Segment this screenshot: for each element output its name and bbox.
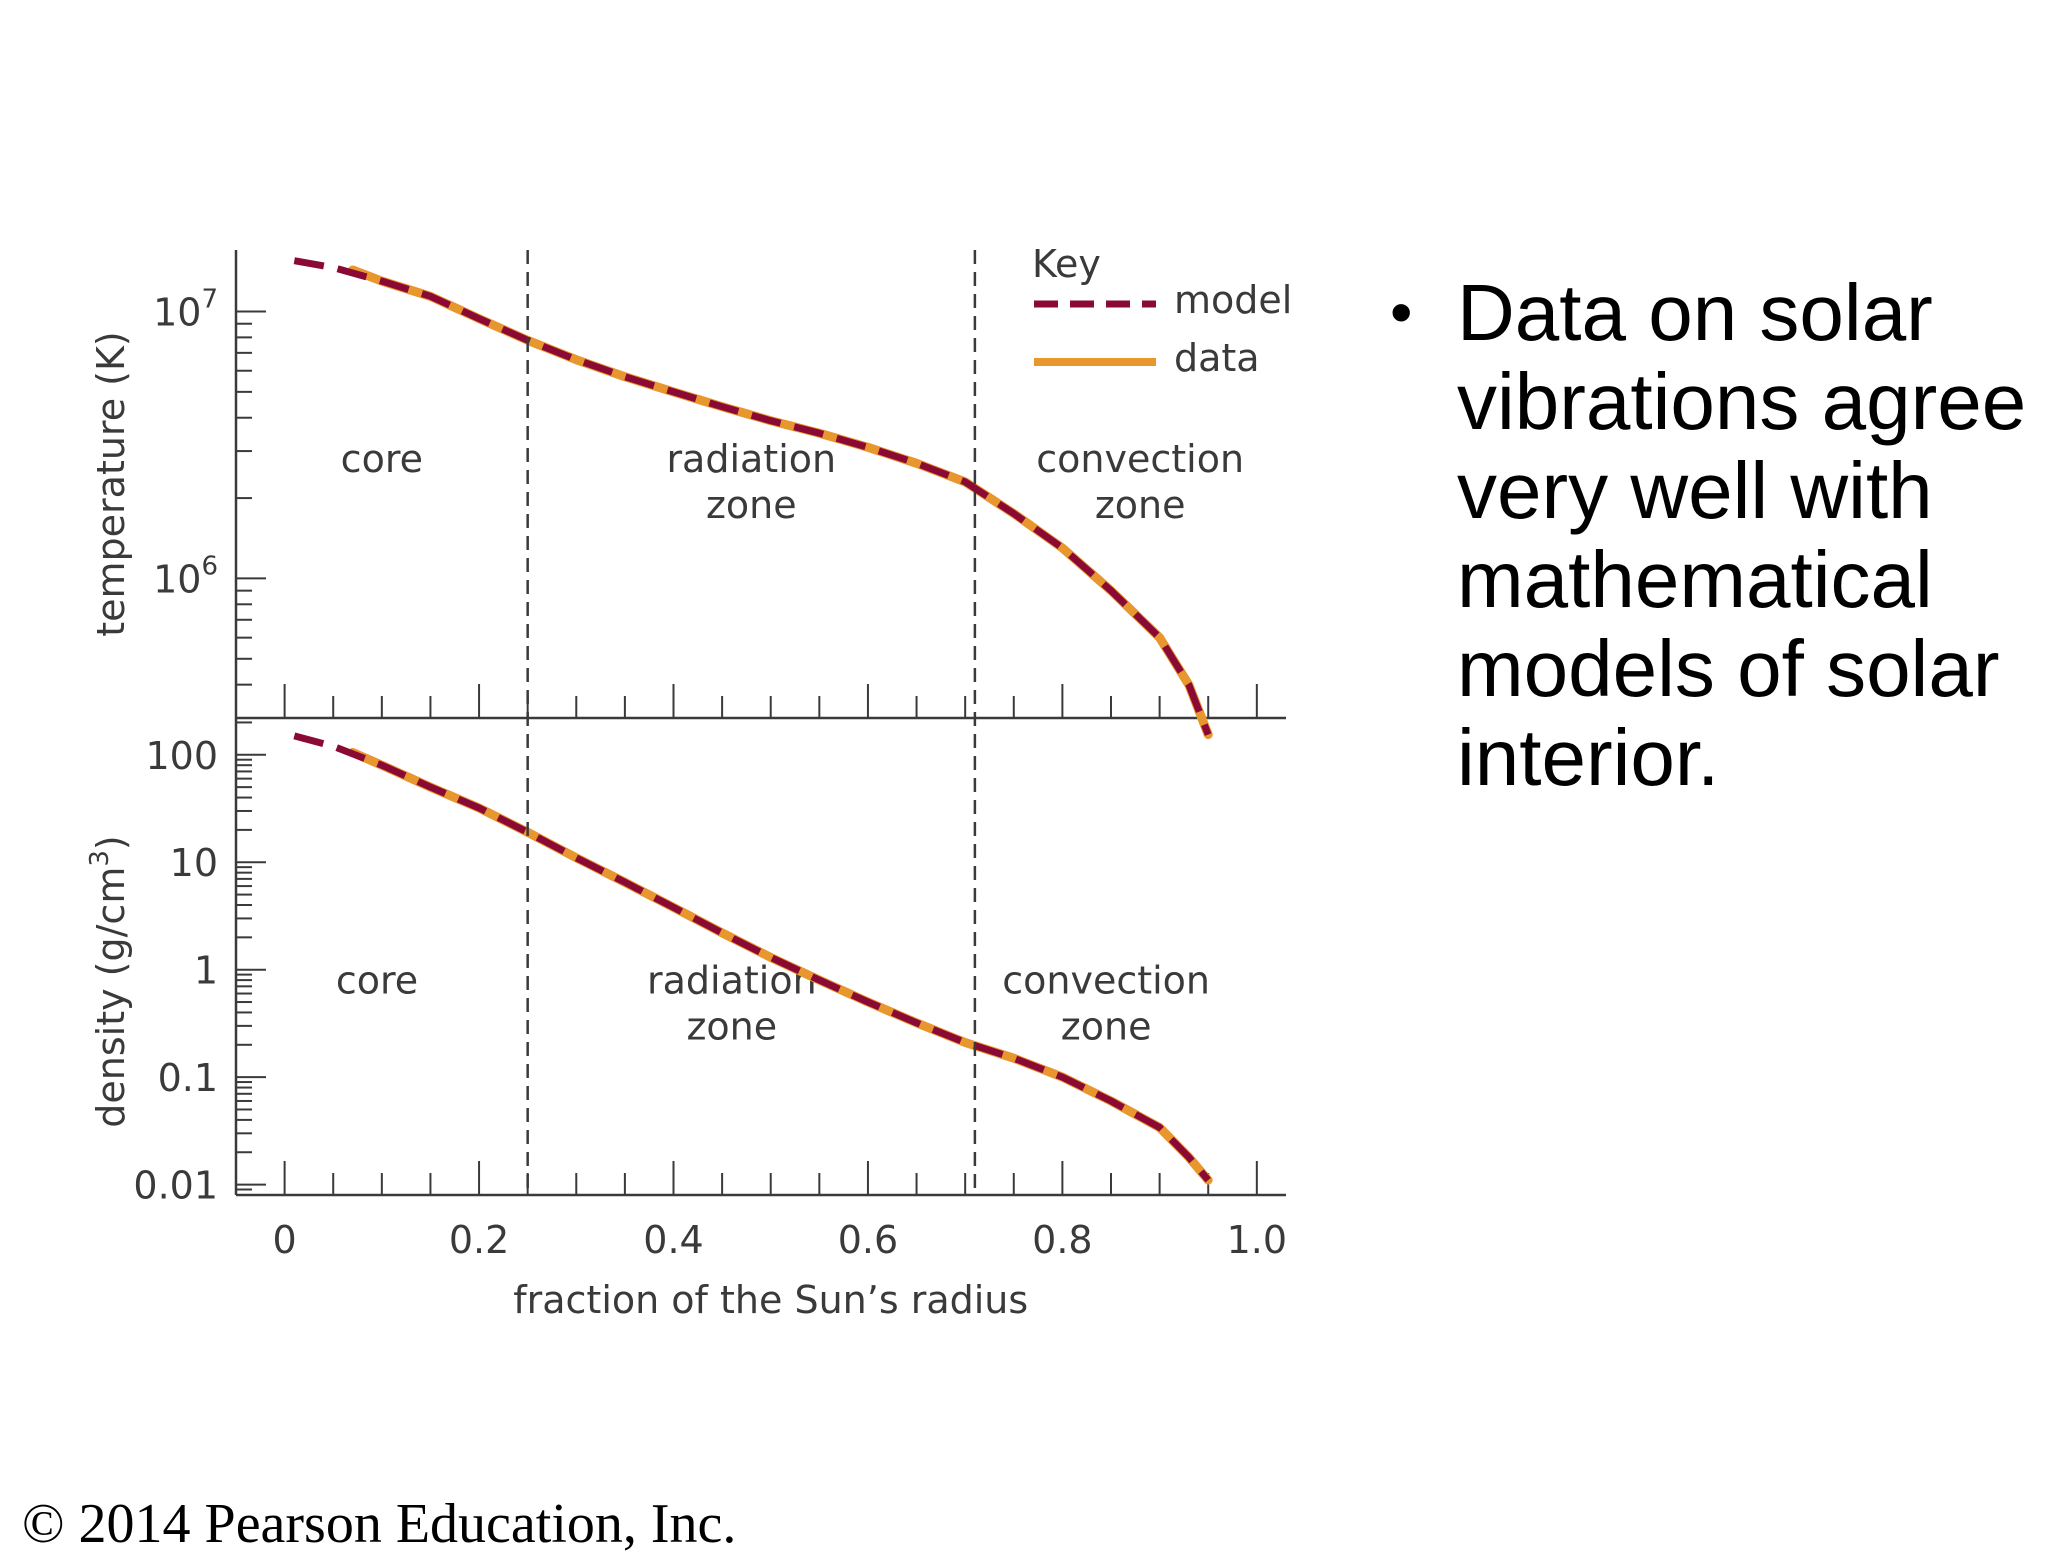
bullet-text: Data on solar vibrations agree very well… bbox=[1457, 268, 2027, 802]
temperature-y-tick-label: 107 bbox=[153, 285, 218, 335]
x-tick-label: 1.0 bbox=[1227, 1218, 1287, 1262]
temperature-zone-label: convection bbox=[1036, 437, 1244, 481]
temperature-zone-label: radiation bbox=[666, 437, 836, 481]
x-tick-label: 0 bbox=[273, 1218, 297, 1262]
bullet-marker: • bbox=[1390, 276, 1413, 348]
density-zone-label: zone bbox=[686, 1005, 777, 1049]
temperature-y-axis-label: temperature (K) bbox=[89, 331, 133, 637]
x-tick-label: 0.8 bbox=[1032, 1218, 1092, 1262]
density-zone-label: zone bbox=[1061, 1005, 1152, 1049]
legend-label-model: model bbox=[1174, 278, 1292, 322]
temperature-zone-label: zone bbox=[1095, 483, 1186, 527]
x-axis-label: fraction of the Sun’s radius bbox=[513, 1278, 1028, 1322]
x-tick-label: 0.6 bbox=[838, 1218, 898, 1262]
temperature-zone-label: zone bbox=[706, 483, 797, 527]
legend-title: Key bbox=[1032, 242, 1101, 286]
density-zone-label: convection bbox=[1002, 959, 1210, 1003]
density-y-tick-label: 0.1 bbox=[158, 1056, 218, 1100]
density-y-tick-label: 1 bbox=[194, 949, 218, 993]
temperature-series-model bbox=[293, 257, 1212, 736]
temperature-zone-label: core bbox=[341, 437, 423, 481]
x-tick-label: 0.2 bbox=[449, 1218, 509, 1262]
x-tick-label: 0.4 bbox=[643, 1218, 703, 1262]
copyright-footer: © 2014 Pearson Education, Inc. bbox=[22, 1493, 737, 1555]
density-y-tick-label: 10 bbox=[170, 841, 218, 885]
density-zone-label: core bbox=[336, 959, 418, 1003]
temperature-y-tick-label: 106 bbox=[153, 551, 218, 601]
legend-label-data: data bbox=[1174, 336, 1260, 380]
density-y-axis-label: density (g/cm3) bbox=[85, 835, 133, 1127]
density-y-tick-label: 0.01 bbox=[133, 1164, 218, 1208]
density-y-tick-label: 100 bbox=[145, 734, 218, 778]
